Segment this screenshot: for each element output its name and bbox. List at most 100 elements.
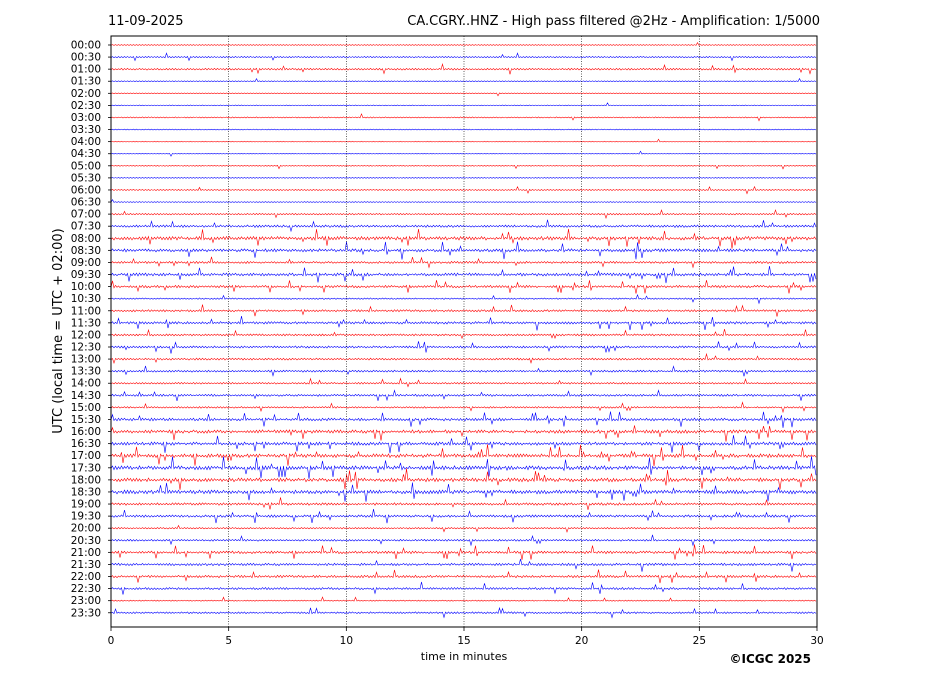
row-label: 10:30 [71,293,101,305]
trace-0030 [110,52,817,62]
trace-1430 [110,389,817,402]
date-label: 11-09-2025 [108,14,184,29]
trace-0230 [110,102,817,107]
row-label: 15:30 [71,414,101,426]
row-label: 04:00 [71,136,101,148]
trace-1030 [110,294,817,305]
row-label: 19:30 [71,511,101,523]
trace-0730 [110,219,817,233]
trace-2100 [110,544,817,560]
trace-0430 [110,150,817,157]
trace-0330 [110,128,817,131]
row-label: 18:30 [71,486,101,498]
row-label: 05:00 [71,160,101,172]
trace-1130 [110,315,817,331]
row-label: 08:00 [71,233,101,245]
trace-2130 [110,558,817,572]
trace-0700 [110,209,817,220]
row-label: 09:00 [71,257,101,269]
chart-title: CA.CGRY..HNZ - High pass filtered @2Hz -… [407,14,820,29]
y-axis-label: UTC (local time = UTC + 02:00) [51,228,66,433]
row-label: 17:30 [71,462,101,474]
row-label: 07:30 [71,221,101,233]
row-label: 15:00 [71,402,101,414]
row-label: 19:00 [71,499,101,511]
row-label: 02:00 [71,88,101,100]
x-axis-ticks: 0 5 10 15 20 25 30 [108,627,824,647]
trace-1830 [110,482,817,502]
row-label: 03:00 [71,112,101,124]
trace-1730 [110,456,817,479]
x-tick-label: 10 [340,635,353,647]
row-label: 20:30 [71,535,101,547]
copyright-label: ©ICGC 2025 [729,652,811,666]
row-label: 09:30 [71,269,101,281]
trace-0400 [110,138,817,143]
trace-1630 [110,435,817,454]
row-label: 04:30 [71,148,101,160]
trace-0830 [110,241,817,260]
x-tick-label: 25 [693,635,706,647]
row-label: 12:30 [71,342,101,354]
x-tick-label: 30 [810,635,823,647]
trace-0600 [110,185,817,195]
trace-0800 [110,228,817,249]
row-label: 06:00 [71,184,101,196]
row-labels: 00:0000:3001:0001:3002:0002:3003:0003:30… [71,40,111,619]
row-label: 22:30 [71,583,101,595]
trace-area [110,41,817,619]
x-tick-label: 0 [108,635,115,647]
row-label: 11:30 [71,317,101,329]
row-label: 14:30 [71,390,101,402]
row-label: 21:00 [71,547,101,559]
trace-0930 [110,266,817,284]
trace-0900 [110,256,817,269]
row-label: 23:00 [71,595,101,607]
row-label: 11:00 [71,305,101,317]
trace-1600 [110,425,817,442]
row-label: 01:30 [71,76,101,88]
trace-1530 [110,411,817,428]
trace-0130 [110,77,817,83]
trace-0630 [110,199,817,203]
row-label: 00:00 [71,40,101,52]
row-label: 12:00 [71,329,101,341]
row-label: 01:00 [71,64,101,76]
trace-1800 [110,468,817,490]
row-label: 07:00 [71,209,101,221]
trace-1200 [110,328,817,340]
row-label: 02:30 [71,100,101,112]
row-label: 18:00 [71,474,101,486]
x-axis-label: time in minutes [421,650,508,663]
row-label: 22:00 [71,571,101,583]
row-label: 05:30 [71,172,101,184]
trace-1000 [110,280,817,294]
row-label: 14:00 [71,378,101,390]
trace-1300 [110,352,817,365]
trace-1900 [110,497,817,510]
trace-1100 [110,304,817,317]
trace-0300 [110,113,817,122]
row-label: 06:30 [71,197,101,209]
row-label: 17:00 [71,450,101,462]
trace-2000 [110,524,817,533]
trace-0530 [110,177,817,179]
trace-0100 [110,63,817,75]
row-label: 13:30 [71,366,101,378]
row-label: 16:00 [71,426,101,438]
trace-0200 [110,92,817,97]
vertical-gridlines [228,36,700,627]
trace-1230 [110,341,817,354]
trace-1400 [110,377,817,388]
trace-0000 [110,41,817,46]
row-label: 00:30 [71,52,101,64]
row-label: 13:00 [71,354,101,366]
trace-2330 [110,606,817,619]
row-label: 20:00 [71,523,101,535]
trace-2030 [110,534,817,547]
trace-1700 [110,444,817,467]
trace-1500 [110,401,817,414]
trace-0500 [110,164,817,170]
trace-2300 [110,596,817,602]
